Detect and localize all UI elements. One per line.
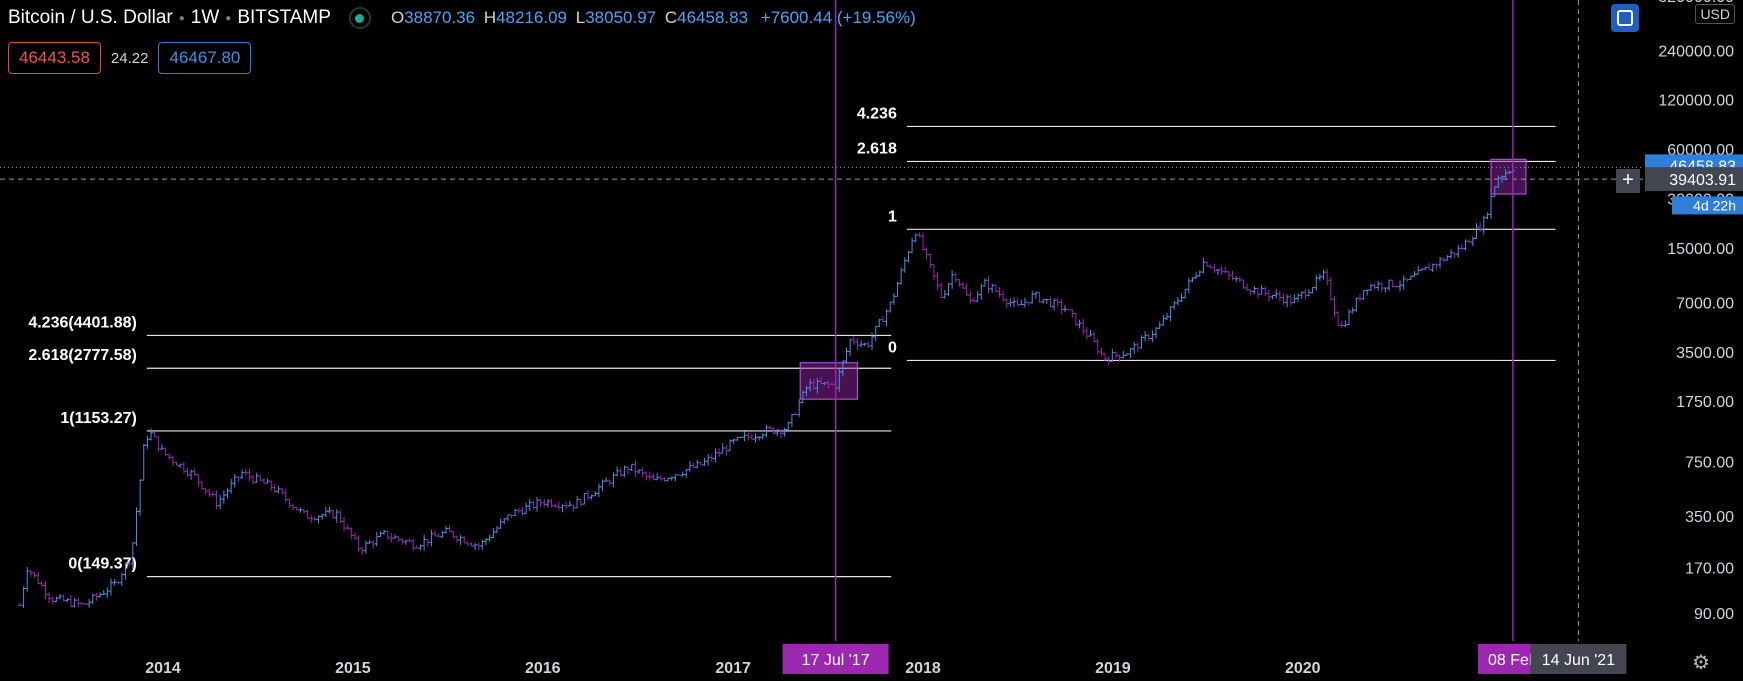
legend-separator: ● [178, 12, 185, 24]
price-axis: 240000.00120000.0060000.0030000.0015000.… [1645, 0, 1743, 623]
price-tick-label-clipped: 320000.00 [1658, 0, 1734, 6]
highlight-box [799, 362, 859, 400]
fib-level-label: 2.618 [857, 140, 897, 157]
price-tick-label: 7000.00 [1676, 295, 1734, 312]
fib-level-label: 1 [888, 208, 897, 225]
close-key: C [664, 8, 678, 27]
symbol-name[interactable]: Bitcoin / U.S. Dollar [8, 7, 173, 28]
time-tick-label: 2020 [1285, 660, 1321, 677]
buy-price-button[interactable]: 46467.80 [158, 42, 252, 74]
crosshair-date-label: 14 Jun '21 [1542, 652, 1615, 669]
time-tick-label: 2015 [335, 660, 371, 677]
low-value: 38050.97 [585, 8, 657, 27]
ohlc-values: O38870.36 H48216.09 L38050.97 C46458.83 … [387, 8, 916, 28]
countdown-badge [1672, 196, 1743, 215]
time-tick-label: 2014 [145, 660, 181, 677]
candlestick-series [17, 168, 1515, 608]
price-tick-label: 1750.00 [1676, 394, 1734, 411]
close-value: 46458.83 [677, 8, 749, 27]
layout-toggle-icon[interactable] [1611, 4, 1639, 32]
price-tick-label: 170.00 [1685, 560, 1734, 577]
interval-label[interactable]: 1W [190, 7, 220, 28]
time-axis: 2014 2015 2016 2017 2018 2019 2020 [145, 660, 1320, 677]
fib-level-label: 0 [888, 339, 897, 356]
crosshair-plus-icon[interactable]: + [1616, 169, 1640, 193]
vertical-markers: 17 Jul '17 08 Feb 14 Jun '21 [0, 0, 1643, 674]
time-tick-label: 2018 [905, 660, 941, 677]
high-key: H [483, 8, 497, 27]
date-marker-label: 17 Jul '17 [802, 652, 870, 669]
price-tick-label: 3500.00 [1676, 345, 1734, 362]
price-tick-label: 90.00 [1694, 606, 1734, 623]
crosshair-price-badge [1645, 167, 1743, 192]
highlight-box [1490, 158, 1527, 195]
time-tick-label: 2017 [715, 660, 751, 677]
fib-level-label: 4.236 [857, 105, 897, 122]
spread-value: 24.22 [110, 49, 149, 67]
price-tick-label: 120000.00 [1658, 93, 1734, 110]
fibonacci-levels: 4.236(4401.88) 2.618(2777.58) 1(1153.27) 0(… [28, 105, 1556, 578]
date-marker-label: 08 Feb [1488, 652, 1538, 669]
crosshair-price-label: 39403.91 [1669, 172, 1736, 189]
symbol-legend: Bitcoin / U.S. Dollar ● 1W ● BITSTAMP O3… [8, 6, 916, 30]
price-tick-label: 240000.00 [1658, 43, 1734, 60]
open-key: O [390, 8, 405, 27]
fib-level-label: 2.618(2777.58) [28, 347, 137, 364]
price-tick-label: 350.00 [1685, 509, 1734, 526]
legend-separator: ● [225, 12, 232, 24]
currency-button[interactable]: USD [1695, 4, 1735, 24]
fib-level-label: 1(1153.27) [60, 410, 137, 427]
fib-level-label: 4.236(4401.88) [28, 314, 137, 331]
open-value: 38870.36 [404, 8, 476, 27]
fib-level-label: 0(149.37) [68, 556, 137, 573]
price-tick-label: 15000.00 [1667, 241, 1734, 258]
price-tick-label: 750.00 [1685, 455, 1734, 472]
low-key: L [575, 8, 586, 27]
gear-icon[interactable]: ⚙ [1692, 652, 1710, 674]
time-tick-label: 2016 [525, 660, 561, 677]
time-tick-label: 2019 [1095, 660, 1131, 677]
crosshair-date-badge [1530, 644, 1627, 674]
live-status-dot-icon [348, 7, 371, 29]
high-value: 48216.09 [496, 8, 567, 27]
sell-price-button[interactable]: 46443.58 [8, 42, 101, 74]
exchange-label: BITSTAMP [237, 7, 331, 28]
date-marker-badge [782, 644, 889, 674]
change-value: +7600.44 (+19.56%) [760, 8, 916, 27]
countdown-label: 4d 22h [1693, 197, 1736, 213]
bid-ask-panel: 46443.58 24.22 46467.80 [8, 42, 252, 74]
highlight-boxes [799, 158, 1527, 400]
